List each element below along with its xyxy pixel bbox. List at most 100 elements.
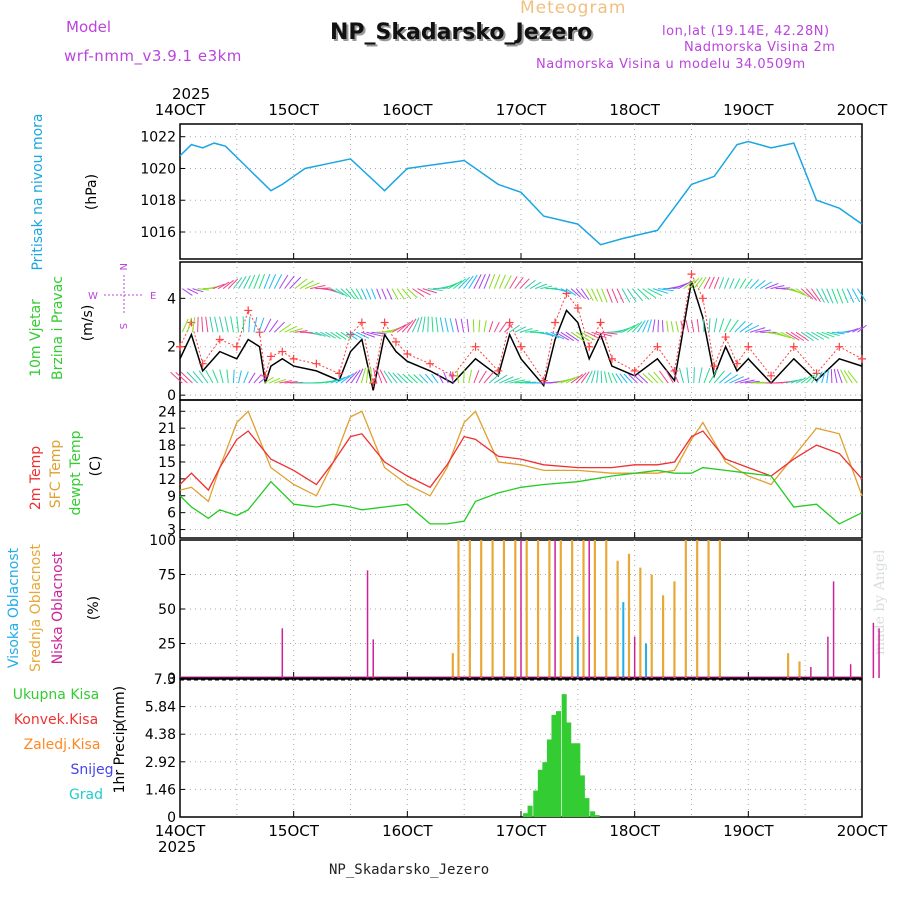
wind-arrow — [315, 287, 331, 290]
wind-arrow — [449, 318, 454, 333]
wind-arrow — [841, 288, 849, 304]
wind-arrow — [696, 319, 700, 333]
wind-arrow — [795, 377, 807, 384]
gust-marker — [198, 359, 207, 368]
wind-arrow — [657, 319, 659, 333]
wind-arrow — [483, 273, 491, 289]
wind-arrow — [626, 288, 637, 303]
gust-marker — [732, 359, 741, 368]
wind-arrow — [238, 370, 242, 384]
y-tick-label: 25 — [158, 637, 176, 653]
wind-arrow — [345, 371, 358, 384]
wind-arrow — [831, 331, 845, 335]
gust-marker — [335, 369, 344, 378]
wind-arrow — [219, 316, 224, 333]
x-tick-label-top: 17OCT — [496, 101, 547, 119]
wind-arrow — [680, 320, 685, 333]
gust-marker — [585, 342, 594, 351]
wind-arrow — [253, 373, 262, 384]
wind-arrow — [665, 369, 674, 384]
y-tick-label: 50 — [158, 602, 176, 618]
wind-arrow — [800, 375, 811, 384]
wind-arrow — [407, 373, 418, 384]
wind-arrow — [279, 380, 292, 384]
year-bottom: 2025 — [158, 838, 196, 856]
wind-arrow — [619, 373, 628, 384]
wind-arrow — [226, 369, 229, 384]
y-tick-label: 12 — [158, 472, 176, 488]
wind-arrow — [330, 331, 342, 340]
gust-marker — [596, 318, 605, 327]
wind-arrow — [785, 379, 798, 384]
wind-arrow — [570, 331, 585, 342]
wind-arrow — [448, 280, 463, 290]
precip-legend-item: Zaledj.Kisa — [24, 737, 101, 753]
wind-arrow — [170, 371, 183, 384]
wind-arrow — [232, 369, 235, 384]
wind-arrow — [509, 379, 526, 384]
wind-arrow — [284, 275, 295, 289]
wind-arrow — [724, 318, 732, 333]
wind-arrow — [310, 284, 326, 290]
wind-arrow — [744, 380, 760, 384]
wind-arrow — [691, 319, 695, 333]
wind-arrow — [335, 374, 350, 384]
wind-arrow — [647, 372, 659, 384]
wind-arrow — [685, 320, 690, 333]
wind-arrow — [483, 371, 494, 384]
wind-arrow — [591, 331, 607, 339]
wind-arrow — [661, 320, 664, 333]
wind-arrow — [734, 320, 746, 333]
y-tick-label: 1.46 — [145, 782, 176, 798]
wind-arrow — [335, 331, 347, 340]
wind-arrow — [473, 274, 482, 289]
wind-arrow — [800, 331, 814, 342]
wind-arrow — [253, 274, 261, 289]
gust-marker — [369, 379, 378, 388]
wind-arrow — [734, 278, 741, 289]
wind-arrow — [555, 288, 567, 293]
wind-arrow — [585, 370, 593, 384]
gust-marker — [653, 342, 662, 351]
gust-marker — [721, 333, 730, 342]
gust-marker — [630, 366, 639, 375]
wind-arrow — [673, 282, 688, 290]
wind-arrow — [401, 320, 414, 333]
wind-arrow — [468, 369, 473, 384]
wind-arrow — [652, 288, 669, 294]
wind-arrow — [565, 375, 580, 384]
wind-arrow — [455, 318, 459, 333]
wind-arrow — [611, 288, 619, 303]
wind-arrow — [253, 316, 258, 333]
wind-arrow — [493, 274, 501, 289]
gust-marker — [858, 354, 866, 363]
y-tick-label: 6 — [167, 506, 176, 522]
y-tick-label: 1022 — [140, 130, 176, 146]
wind-arrow — [698, 276, 707, 289]
precip-bar — [523, 813, 529, 817]
wind-arrow — [427, 288, 443, 292]
precip-bar — [584, 798, 590, 817]
model-label: Model — [66, 18, 112, 36]
wind-arrow — [851, 288, 861, 303]
wind-arrow — [340, 373, 354, 384]
wind-arrow — [401, 288, 412, 300]
wind-arrow — [857, 324, 867, 333]
wind-arrow — [729, 319, 739, 333]
wind-arrow — [621, 324, 636, 333]
wind-arrow — [411, 317, 420, 333]
wind-arrow — [846, 288, 855, 303]
gust-marker — [380, 318, 389, 327]
wind-arrow — [406, 288, 418, 299]
wind-arrow — [463, 275, 474, 289]
x-tick-label-top: 14OCT — [155, 101, 206, 119]
lonlat-label: lon,lat (19.14E, 42.28N) — [662, 24, 830, 39]
wind-arrow — [749, 279, 760, 289]
wind-arrow — [688, 278, 700, 289]
wind-arrow — [713, 276, 720, 289]
wind-arrow — [238, 276, 247, 289]
wind-arrow — [713, 318, 718, 333]
wind-arrow — [325, 331, 336, 339]
wind-arrow — [647, 319, 652, 333]
